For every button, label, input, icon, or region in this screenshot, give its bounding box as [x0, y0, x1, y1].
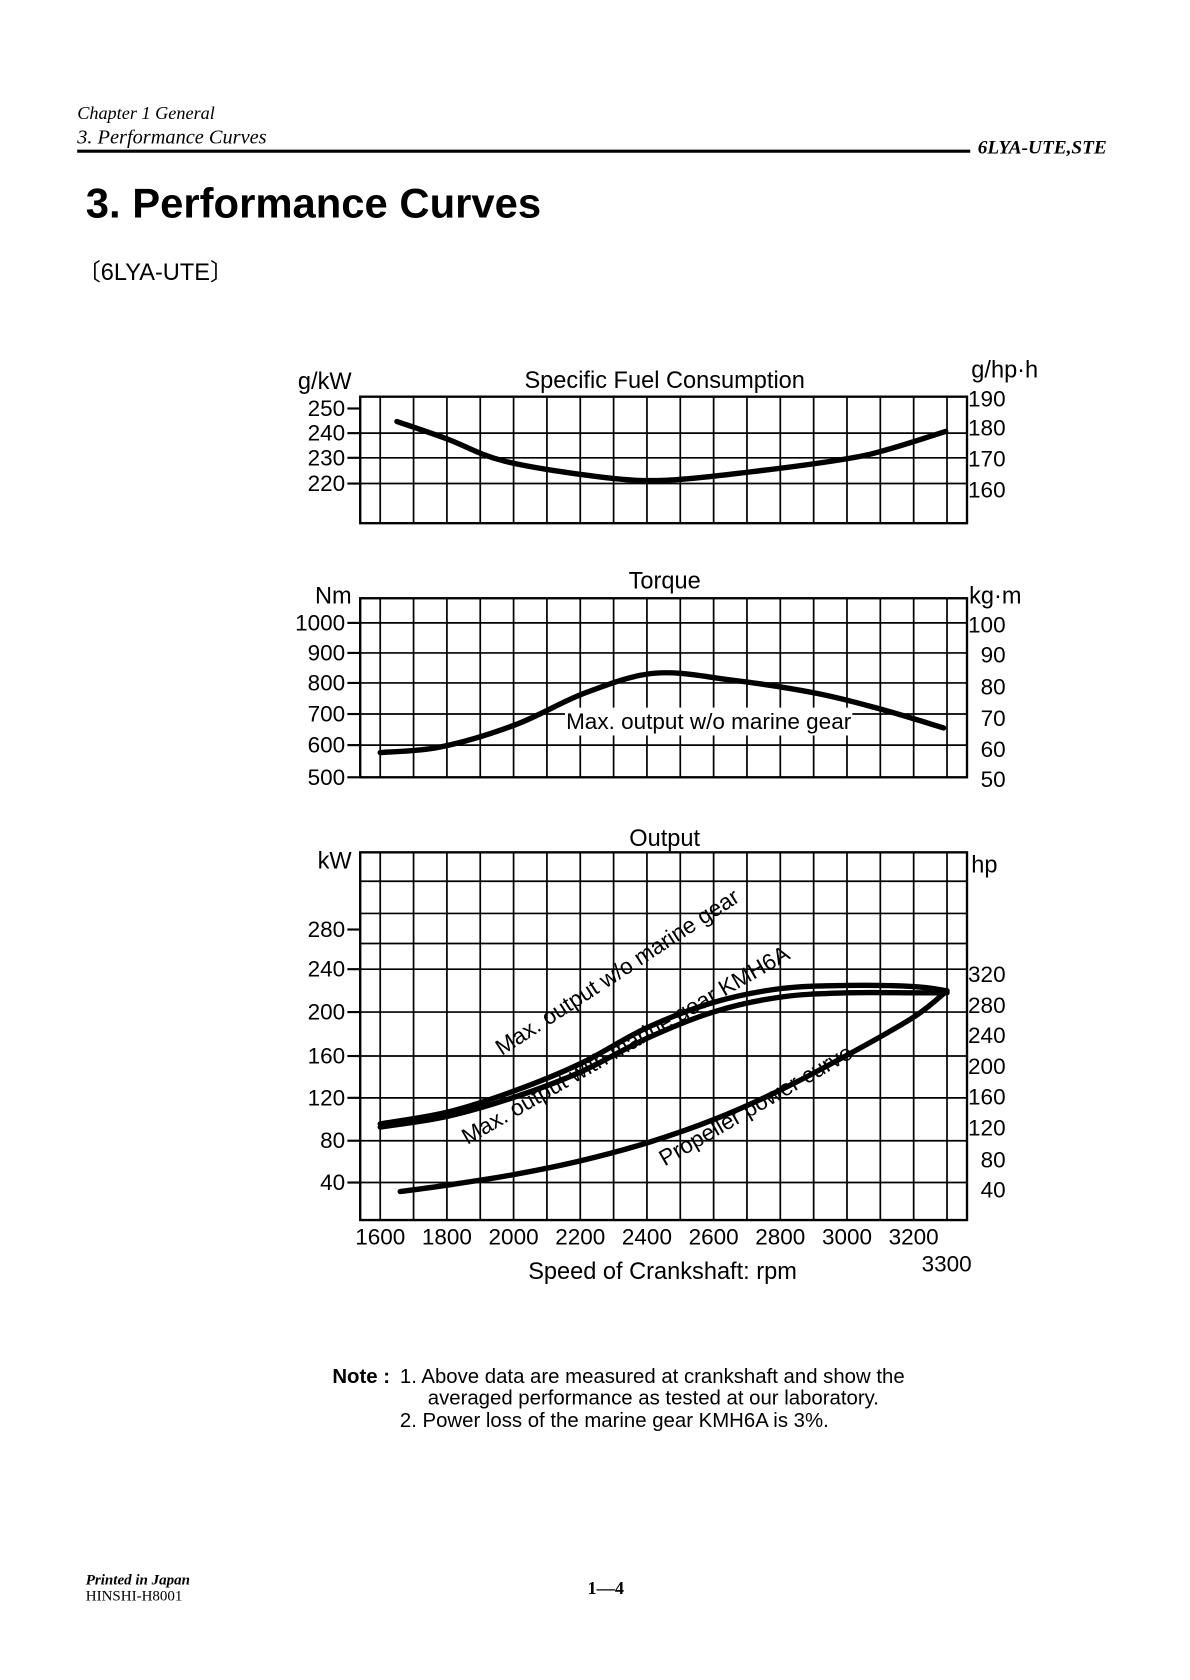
section-label: 3. Performance Curves [76, 127, 266, 149]
x-tick-3300: 3300 [922, 1252, 972, 1277]
series-line-0 [377, 670, 947, 756]
label-max-output-wo-gear: Max. output w/o marine gear [491, 884, 744, 1061]
chart-1: Torque Nm kg·m 1000 900 800 700 600 500 100 90 80 70… [295, 568, 1021, 792]
y-tick-label-right: 190 [968, 386, 1006, 411]
series-line-2 [397, 988, 950, 1195]
y-tick-label-right: 80 [981, 675, 1006, 700]
x-tick-label: 1800 [422, 1225, 472, 1250]
y-tick-label-right: 50 [981, 767, 1006, 792]
y-axis-unit-right: kg·m [969, 583, 1021, 609]
y-tick-label: 250 [308, 396, 346, 421]
y-tick-label: 800 [308, 670, 346, 695]
y-tick-label: 1000 [295, 610, 345, 635]
note-line-2: 2. Power loss of the marine gear KMH6A i… [400, 1410, 829, 1432]
y-tick-label-right: 160 [968, 1084, 1006, 1109]
y-tick-label-right: 320 [968, 962, 1006, 987]
y-axis-unit-left: Nm [315, 583, 352, 609]
y-tick-label: 230 [308, 445, 346, 470]
chart-2: Output kW hp 280 240 200 160 120 80 40 320 280 240 20… [308, 825, 1006, 1250]
x-tick-label: 2800 [755, 1225, 805, 1250]
y-tick-label: 700 [308, 702, 346, 727]
y-tick-label-right: 180 [968, 415, 1006, 440]
model-label: 6LYA-UTE,STE [978, 137, 1107, 158]
y-tick-label-right: 160 [968, 477, 1006, 502]
x-tick-label: 3000 [822, 1225, 872, 1250]
y-tick-label: 220 [308, 471, 346, 496]
y-axis-unit-right: g/hp·h [971, 356, 1038, 382]
chapter-label: Chapter 1 General [77, 103, 215, 123]
x-tick-label: 1600 [355, 1225, 405, 1250]
y-tick-label-right: 200 [968, 1054, 1006, 1079]
y-tick-label: 80 [320, 1128, 345, 1153]
y-tick-label: 500 [308, 765, 346, 790]
chart-title: Output [629, 825, 700, 851]
y-tick-label-right: 90 [981, 643, 1006, 668]
x-axis-title: Speed of Crankshaft: rpm [528, 1258, 797, 1284]
y-tick-label-right: 80 [981, 1148, 1006, 1173]
series-line-0 [377, 982, 950, 1127]
label-propeller-curve: Propeller power curve [655, 1040, 857, 1171]
y-tick-label: 240 [308, 421, 346, 446]
torque-annotation: Max. output w/o marine gear [564, 707, 853, 736]
y-axis-unit-left: kW [318, 847, 353, 873]
y-axis-unit-right: hp [971, 852, 997, 878]
chart-title: Torque [629, 568, 701, 594]
y-tick-label-right: 40 [981, 1178, 1006, 1203]
printed-in-label: Printed in Japan [86, 1573, 190, 1589]
y-axis-unit-left: g/kW [298, 368, 352, 394]
chart-title: Specific Fuel Consumption [524, 367, 804, 393]
y-tick-label: 280 [308, 917, 346, 942]
plot-frame [359, 395, 969, 525]
note-line-1b: averaged performance as tested at our la… [428, 1387, 879, 1409]
x-tick-label: 3200 [889, 1225, 939, 1250]
y-tick-label: 200 [308, 1000, 346, 1025]
y-tick-label-right: 280 [968, 993, 1006, 1018]
y-tick-label-right: 240 [968, 1023, 1006, 1048]
grid [360, 396, 968, 524]
y-tick-label: 600 [308, 733, 346, 758]
y-tick-label: 120 [308, 1085, 346, 1110]
x-tick-label: 2400 [622, 1225, 672, 1250]
series-line-0 [394, 418, 949, 484]
y-tick-label: 160 [308, 1044, 346, 1069]
y-tick-label-right: 70 [981, 706, 1006, 731]
y-tick-label-right: 120 [968, 1115, 1006, 1140]
plot-frame [359, 851, 969, 1222]
grid [360, 598, 968, 778]
svg-text:Max. output w/o marine gear: Max. output w/o marine gear [566, 709, 852, 734]
chart-0: Specific Fuel Consumption g/kW g/hp·h 25024… [298, 356, 1038, 525]
plot-frame [359, 597, 969, 779]
document-code: HINSHI-H8001 [86, 1589, 183, 1605]
y-tick-label-right: 170 [968, 446, 1006, 471]
note-line-1: 1. Above data are measured at crankshaft… [400, 1366, 905, 1388]
grid [360, 852, 968, 1221]
x-tick-label: 2600 [689, 1225, 739, 1250]
series-line-1 [377, 989, 950, 1130]
page-number: 1—4 [588, 1578, 624, 1598]
y-tick-label-right: 100 [968, 613, 1006, 638]
model-subtitle: 〔6LYA-UTE〕 [77, 259, 233, 285]
y-tick-label: 900 [308, 640, 346, 665]
y-tick-label: 240 [308, 957, 346, 982]
y-tick-label-right: 60 [981, 737, 1006, 762]
page-title: 3. Performance Curves [86, 180, 541, 227]
y-tick-label: 40 [320, 1170, 345, 1195]
x-tick-label: 2200 [555, 1225, 605, 1250]
note-label: Note : [332, 1366, 390, 1388]
x-tick-label: 2000 [489, 1225, 539, 1250]
